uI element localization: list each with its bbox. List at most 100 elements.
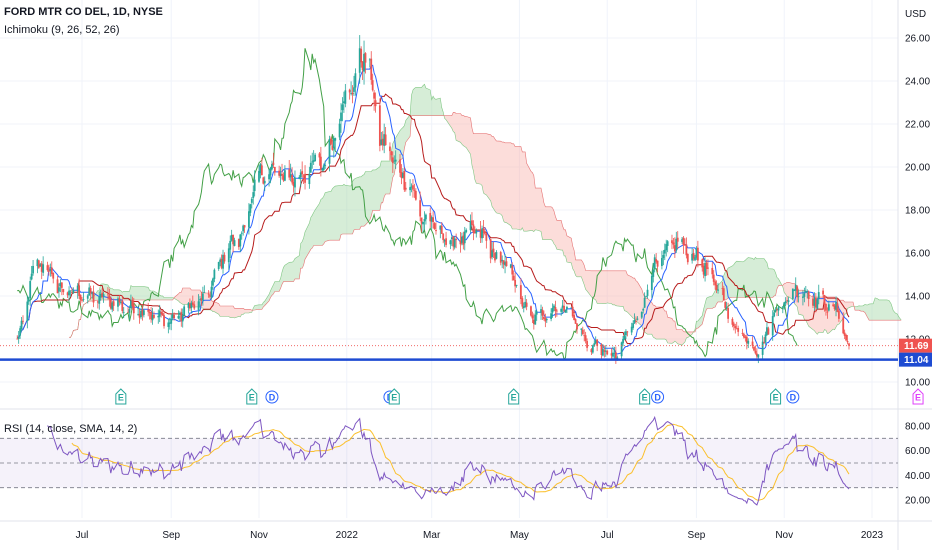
candle-body: [685, 244, 688, 256]
candles[interactable]: [16, 35, 850, 364]
candle: [98, 291, 101, 310]
candle-body: [312, 160, 315, 162]
candle: [475, 228, 478, 238]
earnings-marker[interactable]: E: [115, 388, 127, 405]
candle-body: [258, 170, 260, 182]
rsi-legend[interactable]: RSI (14, close, SMA, 14, 2): [4, 423, 138, 435]
candle-body: [541, 309, 544, 316]
candle-body: [626, 331, 629, 333]
candle-body: [414, 190, 417, 200]
candle-body: [128, 309, 131, 313]
candle: [600, 343, 603, 360]
symbol-title[interactable]: FORD MTR CO DEL, 1D, NYSE: [4, 6, 163, 18]
candle-body: [452, 236, 455, 247]
candle: [610, 348, 613, 360]
candle-body: [27, 299, 30, 302]
candle-body: [399, 159, 401, 173]
candle: [489, 238, 492, 264]
candle-body: [328, 138, 331, 164]
candle: [26, 295, 29, 329]
earnings-marker[interactable]: E: [508, 388, 520, 405]
candle: [193, 300, 196, 311]
earnings-marker[interactable]: E: [639, 388, 651, 405]
candle-body: [132, 304, 135, 314]
candle: [393, 155, 396, 165]
earnings-marker[interactable]: E: [246, 388, 258, 405]
candle-body: [92, 291, 95, 303]
candle: [430, 215, 433, 230]
candle: [209, 291, 211, 298]
candle-body: [200, 298, 203, 301]
candle-body: [774, 309, 777, 312]
candle: [479, 221, 482, 243]
candle-body: [288, 169, 291, 178]
candle-body: [82, 299, 85, 300]
candle: [42, 256, 45, 276]
candle-body: [141, 309, 144, 316]
candle: [504, 254, 506, 274]
candle-body: [36, 259, 39, 267]
candle-body: [37, 260, 40, 268]
kumo-segment: [69, 283, 175, 338]
candle: [167, 318, 170, 334]
candle: [127, 306, 129, 313]
candle: [248, 203, 250, 235]
candle-body: [147, 309, 150, 312]
candle: [802, 290, 804, 306]
earnings-marker[interactable]: E: [770, 388, 782, 405]
candle-body: [563, 305, 565, 312]
candle: [623, 331, 626, 341]
candle-body: [294, 177, 296, 188]
candle-body: [259, 164, 262, 174]
candle-body: [514, 279, 517, 287]
candle: [439, 225, 442, 239]
candle: [160, 309, 163, 318]
candle-body: [673, 245, 676, 252]
candle-body: [210, 286, 213, 298]
candle: [711, 262, 714, 279]
price-tick-label: 20.00: [905, 163, 930, 174]
candle-body: [846, 341, 849, 343]
candle: [50, 261, 53, 277]
candle-body: [596, 339, 599, 346]
candle: [374, 92, 377, 113]
candle-body: [50, 267, 53, 274]
candle-body: [353, 87, 355, 92]
candle-body: [671, 240, 673, 244]
candle: [141, 304, 144, 321]
candle: [348, 88, 351, 100]
dividend-marker[interactable]: D: [651, 390, 665, 404]
candle: [233, 237, 236, 247]
candle-body: [318, 153, 321, 158]
event-markers[interactable]: EEDDEEEDEDE: [115, 388, 924, 405]
candle: [177, 310, 180, 320]
candle: [682, 235, 685, 254]
ichimoku-legend[interactable]: Ichimoku (9, 26, 52, 26): [4, 24, 120, 36]
candle: [49, 263, 52, 277]
earnings-marker[interactable]: E: [912, 388, 924, 405]
candle: [563, 300, 565, 313]
candle: [281, 163, 283, 180]
candle: [452, 235, 455, 251]
candle-body: [304, 173, 306, 183]
candle-body: [640, 311, 643, 318]
candle-body: [363, 53, 365, 72]
dividend-marker[interactable]: D: [265, 390, 279, 404]
candle-body: [130, 300, 132, 308]
dividend-marker[interactable]: D: [786, 390, 800, 404]
candle-body: [242, 225, 245, 232]
candle: [140, 308, 142, 320]
candle-body: [515, 284, 518, 286]
candle-body: [403, 171, 406, 190]
earnings-shape: [912, 388, 924, 405]
event-label: D: [269, 393, 276, 403]
last-price-tag: 11.69: [899, 338, 932, 353]
candle: [76, 283, 79, 299]
candle-body: [253, 179, 256, 192]
candle-body: [439, 225, 442, 230]
candle: [612, 346, 614, 359]
candle-body: [319, 156, 322, 170]
candle-body: [509, 264, 512, 268]
earnings-marker[interactable]: E: [388, 388, 400, 405]
